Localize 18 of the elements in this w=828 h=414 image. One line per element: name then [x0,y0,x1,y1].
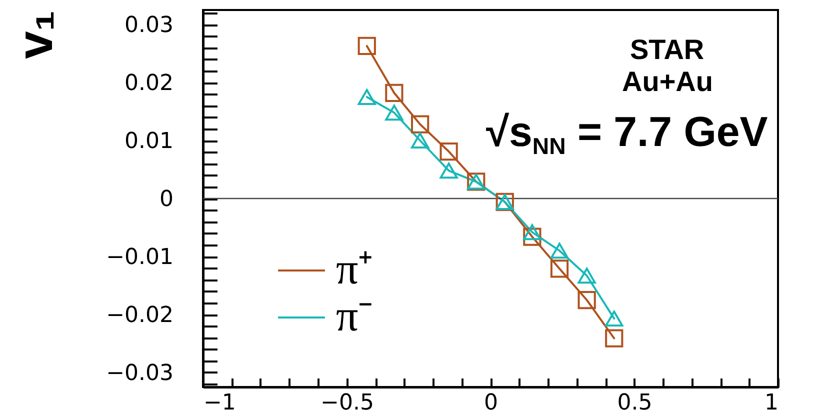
x-tick-label: −1 [204,390,236,414]
annotation: Au+Au [622,66,713,97]
y-tick-label: 0.03 [124,13,174,38]
x-tick-label: 0 [484,390,498,414]
y-tick-label: 0.01 [124,129,174,154]
legend-label: π⁻ [336,292,374,340]
y-tick-label: −0.02 [106,303,174,328]
y-tick-label: 0.02 [124,71,174,96]
x-tick-label: 1 [764,390,778,414]
y-tick-label: −0.03 [106,361,174,386]
y-tick-label: −0.01 [106,245,174,270]
x-tick-label: 0.5 [617,390,652,414]
y-tick-label: 0 [160,187,174,212]
annotation: STAR [630,34,704,65]
legend-label: π⁺ [336,244,374,294]
y-axis-title: v₁ [7,10,64,59]
x-tick-label: −0.5 [320,390,374,414]
annotation: √s$_{NN}$ = 7.7 GeV [486,108,768,160]
